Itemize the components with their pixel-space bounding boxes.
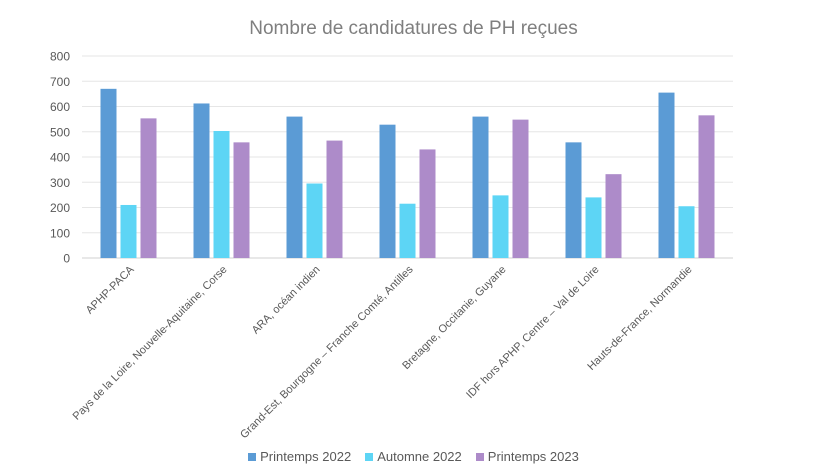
legend-swatch <box>365 452 374 461</box>
x-tick-label: APHP-PACA <box>84 263 137 316</box>
legend-item: Printemps 2022 <box>248 449 351 464</box>
legend-item: Automne 2022 <box>365 449 462 464</box>
legend-label: Printemps 2023 <box>487 449 579 464</box>
bar <box>193 103 210 258</box>
bar <box>100 88 117 258</box>
y-tick-label: 100 <box>50 226 70 240</box>
bar <box>326 140 343 258</box>
legend-label: Automne 2022 <box>377 449 462 464</box>
chart-legend: Printemps 2022 Automne 2022 Printemps 2023 <box>0 449 827 464</box>
legend-label: Printemps 2022 <box>260 449 352 464</box>
bar <box>605 174 622 258</box>
y-tick-label: 0 <box>63 252 70 266</box>
bar <box>399 203 416 258</box>
x-tick-label: Hauts-de-France, Normandie <box>585 264 694 373</box>
bar <box>658 92 675 258</box>
legend-item: Printemps 2023 <box>475 449 579 464</box>
bar <box>233 142 250 258</box>
x-tick-label: ARA, océan indien <box>250 264 323 337</box>
y-tick-label: 400 <box>50 151 70 165</box>
x-tick-label: Bretagne, Occitanie, Guyane <box>400 264 508 372</box>
bar <box>213 130 230 258</box>
bar <box>120 204 137 258</box>
y-tick-label: 600 <box>50 100 70 114</box>
bar <box>565 142 582 258</box>
bar <box>472 116 489 258</box>
legend-swatch <box>475 452 484 461</box>
bar <box>379 124 396 259</box>
y-tick-label: 200 <box>50 201 70 215</box>
chart-title: Nombre de candidatures de PH reçues <box>249 18 578 39</box>
bar <box>492 195 509 258</box>
bar <box>585 197 602 258</box>
bar <box>140 118 157 259</box>
bar <box>678 206 695 258</box>
bar <box>512 119 529 258</box>
y-tick-label: 700 <box>50 75 70 89</box>
bar <box>698 115 715 259</box>
y-tick-label: 500 <box>50 125 70 139</box>
x-tick-label: Grand-Est, Bourgogne – Franche Comté, An… <box>238 263 416 441</box>
bar <box>306 183 323 258</box>
y-tick-label: 800 <box>50 50 70 64</box>
legend-swatch <box>248 452 257 461</box>
x-tick-label: Pays de la Loire, Nouvelle-Aquitaine, Co… <box>71 264 230 423</box>
y-tick-label: 300 <box>50 176 70 190</box>
bar <box>286 116 303 258</box>
bar <box>419 149 436 258</box>
